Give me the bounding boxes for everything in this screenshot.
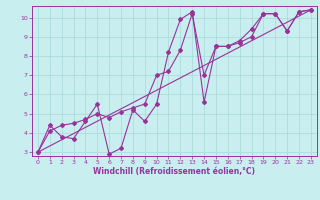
X-axis label: Windchill (Refroidissement éolien,°C): Windchill (Refroidissement éolien,°C) <box>93 167 255 176</box>
